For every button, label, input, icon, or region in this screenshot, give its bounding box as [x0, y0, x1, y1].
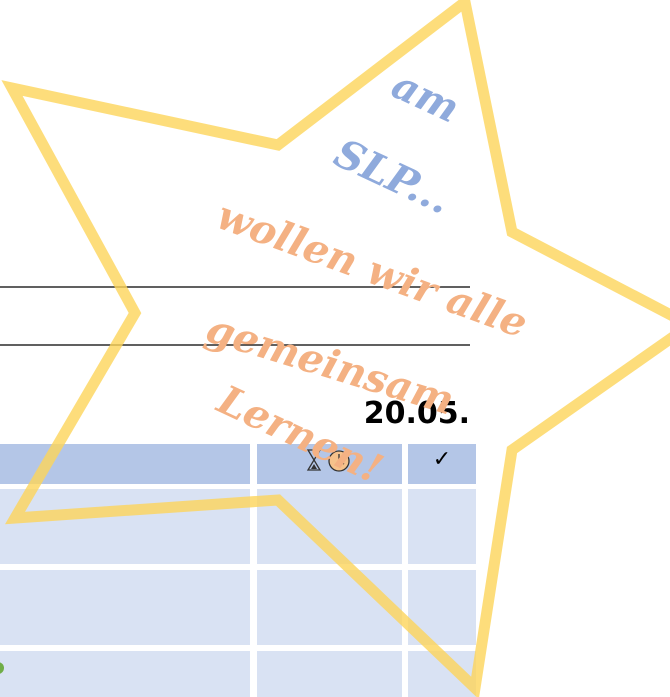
table: ✓	[0, 444, 476, 697]
page: {"banner": {"lines": ["am", "SLP...", "w…	[0, 0, 670, 697]
check-header: ✓	[433, 447, 451, 472]
cell	[0, 570, 250, 645]
banner-line: am	[385, 61, 467, 132]
worksheet: 20.05. ✓ am SLP... wollen wir alle gemei…	[0, 0, 670, 697]
cell	[408, 489, 476, 564]
cell	[257, 651, 402, 697]
cell	[0, 651, 250, 697]
cell	[257, 570, 402, 645]
banner-line: SLP...	[327, 130, 458, 224]
